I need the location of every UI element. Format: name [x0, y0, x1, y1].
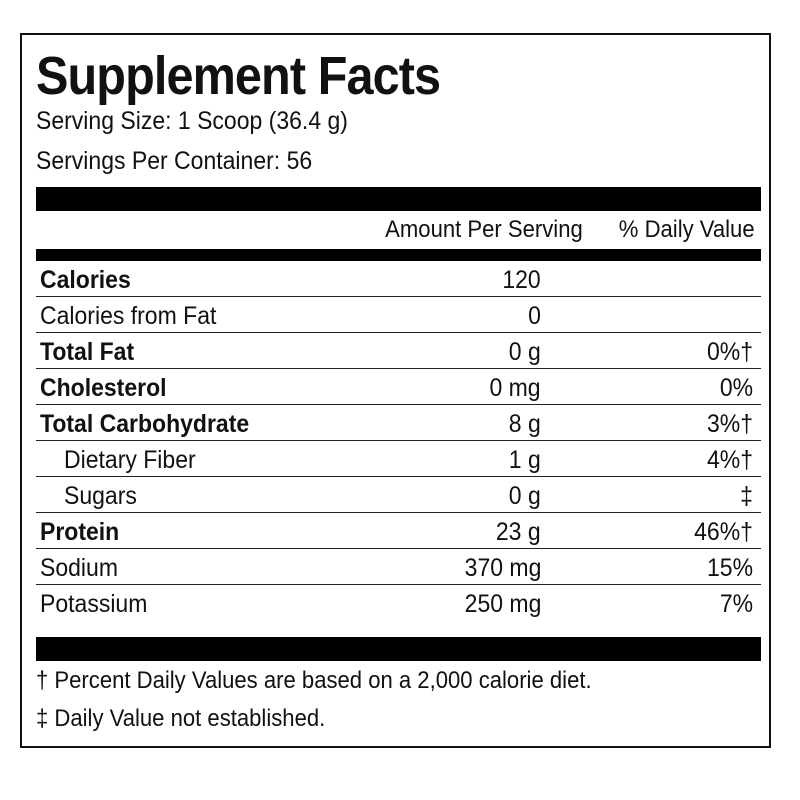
panel-title: Supplement Facts — [36, 46, 441, 106]
nutrient-name: Potassium — [40, 590, 148, 618]
footnote-daily-values: † Percent Daily Values are based on a 2,… — [36, 667, 592, 694]
nutrient-row: Calories 120 — [36, 261, 761, 297]
nutrient-row: Potassium 250 mg 7% — [36, 585, 761, 622]
nutrient-daily-value: 0% — [719, 374, 753, 402]
nutrient-row: Total Carbohydrate 8 g 3%† — [36, 405, 761, 441]
nutrient-amount: 0 g — [509, 482, 541, 510]
divider-bar — [36, 187, 761, 211]
nutrient-name: Dietary Fiber — [64, 446, 196, 474]
nutrient-daily-value: ‡ — [740, 482, 753, 510]
nutrient-amount: 1 g — [509, 446, 541, 474]
nutrient-name: Calories — [40, 266, 131, 294]
servings-per-container: Servings Per Container: 56 — [36, 147, 313, 175]
nutrient-row: Sodium 370 mg 15% — [36, 549, 761, 585]
nutrient-amount: 120 — [502, 266, 541, 294]
nutrient-daily-value: 7% — [719, 590, 753, 618]
serving-size: Serving Size: 1 Scoop (36.4 g) — [36, 107, 348, 135]
nutrient-row: Cholesterol 0 mg 0% — [36, 369, 761, 405]
nutrient-name: Total Carbohydrate — [40, 410, 250, 438]
nutrient-daily-value: 4%† — [706, 446, 753, 474]
nutrient-daily-value: 3%† — [706, 410, 753, 438]
daily-value-header: % Daily Value — [619, 216, 755, 243]
nutrient-amount: 0 g — [509, 338, 541, 366]
nutrient-amount: 23 g — [496, 518, 541, 546]
nutrient-amount: 250 mg — [464, 590, 541, 618]
divider-bar — [36, 637, 761, 661]
nutrient-name: Calories from Fat — [40, 302, 217, 330]
nutrient-daily-value: 0%† — [706, 338, 753, 366]
divider-bar — [36, 249, 761, 261]
nutrient-amount: 8 g — [509, 410, 541, 438]
nutrient-daily-value: 46%† — [694, 518, 753, 546]
nutrient-amount: 0 — [528, 302, 541, 330]
nutrient-row: Calories from Fat 0 — [36, 297, 761, 333]
nutrient-daily-value: 15% — [706, 554, 753, 582]
nutrient-name: Protein — [40, 518, 120, 546]
nutrient-name: Sodium — [40, 554, 118, 582]
nutrient-row: Total Fat 0 g 0%† — [36, 333, 761, 369]
supplement-facts-panel: Supplement Facts Serving Size: 1 Scoop (… — [20, 33, 771, 748]
amount-per-serving-header: Amount Per Serving — [385, 216, 583, 243]
panel-content: Supplement Facts Serving Size: 1 Scoop (… — [36, 35, 761, 746]
column-header-row: Amount Per Serving % Daily Value — [36, 211, 761, 249]
nutrient-name: Total Fat — [40, 338, 135, 366]
nutrient-rows: Calories 120 Calories from Fat 0 Total Fat 0 … — [36, 261, 761, 622]
nutrient-amount: 370 mg — [464, 554, 541, 582]
nutrient-amount: 0 mg — [489, 374, 541, 402]
nutrient-row: Dietary Fiber 1 g 4%† — [36, 441, 761, 477]
nutrient-name: Cholesterol — [40, 374, 167, 402]
nutrient-row: Protein 23 g 46%† — [36, 513, 761, 549]
nutrient-name: Sugars — [64, 482, 137, 510]
footnote-not-established: ‡ Daily Value not established. — [36, 705, 326, 732]
nutrient-row: Sugars 0 g ‡ — [36, 477, 761, 513]
